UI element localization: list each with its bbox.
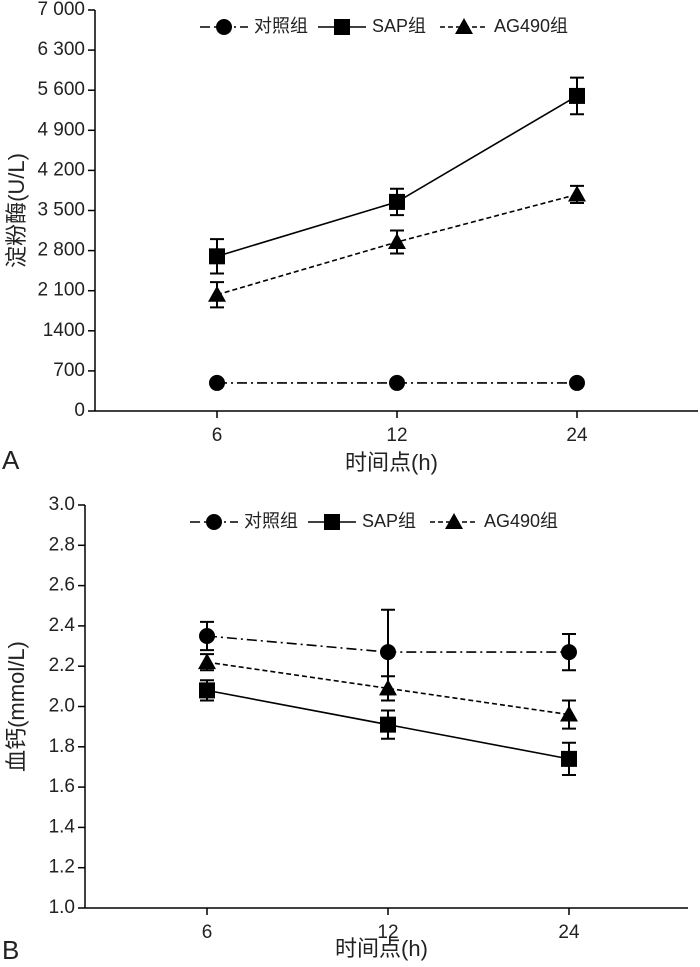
y-tick-label: 0 [74,400,85,421]
marker [561,644,577,661]
y-tick-label: 3 500 [37,200,85,221]
y-tick-label: 2.2 [49,655,75,676]
x-tick-label: 12 [386,425,407,446]
x-tick-label: 6 [212,425,223,446]
y-tick-label: 4 200 [37,159,85,180]
marker [206,514,222,530]
panel-label: A [2,445,20,475]
y-tick-label: 1.4 [49,816,76,837]
marker [561,750,577,767]
legend-label: SAP组 [372,16,426,36]
legend-label: SAP组 [362,511,416,531]
y-axis-label: 淀粉酶(U/L) [4,153,29,268]
y-tick-label: 2.0 [49,696,75,717]
marker [455,18,473,34]
x-axis-label: 时间点(h) [345,450,438,475]
y-tick-label: 1400 [43,320,85,341]
legend-label: 对照组 [244,511,298,531]
y-tick-label: 1.8 [49,736,75,757]
marker [334,19,350,35]
legend-label: AG490组 [494,16,568,36]
marker [445,513,463,529]
y-tick-label: 2.4 [49,615,76,636]
x-tick-label: 24 [566,425,588,446]
marker [208,285,226,302]
y-tick-label: 2 800 [37,240,85,261]
x-axis-label: 时间点(h) [335,936,428,961]
panel-label: B [2,935,19,965]
y-tick-label: 4 900 [37,119,85,140]
series-line [206,661,570,716]
y-tick-label: 7 000 [37,0,85,20]
x-tick-label: 12 [377,922,398,943]
y-axis-label: 血钙(mmol/L) [4,641,29,772]
marker [389,374,405,391]
marker [379,679,397,696]
x-tick-label: 6 [202,922,213,943]
y-tick-label: 5 600 [37,79,85,100]
y-tick-label: 1.2 [49,857,75,878]
marker [380,716,396,733]
y-tick-label: 2.6 [49,575,75,596]
y-tick-label: 2.8 [49,534,75,555]
marker [324,514,340,530]
marker [209,248,225,265]
marker [216,19,232,35]
marker [199,627,215,644]
y-tick-label: 700 [53,360,85,381]
marker [380,644,396,661]
marker [388,233,406,250]
y-tick-label: 6 300 [37,39,85,60]
y-tick-label: 3.0 [49,494,75,515]
legend-label: AG490组 [484,511,558,531]
marker [199,682,215,699]
marker [389,193,405,210]
marker [209,374,225,391]
marker [560,705,578,722]
y-tick-label: 2 100 [37,280,85,301]
marker [568,185,586,202]
x-tick-label: 24 [558,922,580,943]
marker [198,653,216,670]
legend-label: 对照组 [254,16,308,36]
y-tick-label: 1.6 [49,776,75,797]
y-tick-label: 1.0 [49,897,75,918]
marker [569,87,585,104]
marker [569,374,585,391]
